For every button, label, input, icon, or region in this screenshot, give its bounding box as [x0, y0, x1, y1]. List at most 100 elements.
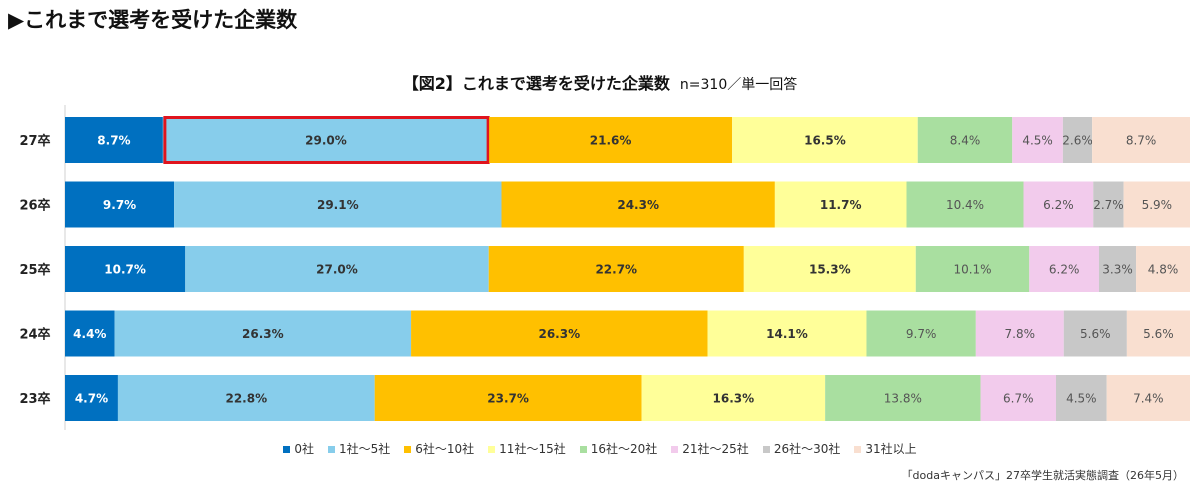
data-label: 29.1%	[317, 198, 359, 212]
bar-segment	[489, 117, 733, 163]
bar-segment	[1055, 375, 1107, 421]
bar-segment	[1029, 246, 1099, 292]
bar-segment	[1063, 310, 1127, 357]
bar-segment	[185, 246, 489, 292]
data-label: 4.5%	[1022, 134, 1053, 148]
bar-segment	[743, 246, 916, 292]
category-label: 23卒	[19, 391, 50, 407]
legend-item: 0社	[283, 440, 314, 457]
data-label: 6.2%	[1049, 263, 1080, 277]
bar-segment	[501, 181, 775, 228]
bar-segment	[65, 117, 163, 163]
page-heading: ▶これまで選考を受けた企業数	[8, 8, 298, 32]
data-label: 7.4%	[1133, 392, 1164, 406]
data-label: 4.5%	[1066, 392, 1097, 406]
data-label: 4.7%	[75, 392, 108, 406]
highlight-box	[163, 116, 490, 164]
legend-label: 31社以上	[865, 442, 917, 456]
bar-segment	[1136, 246, 1190, 292]
source-note: 「dodaキャンパス」27卒学生就活実態調査（26年5月）	[901, 469, 1184, 482]
bar-segment	[707, 310, 867, 357]
bar-segment	[641, 375, 826, 421]
bar-segment	[825, 375, 981, 421]
legend-label: 16社～20社	[590, 442, 658, 456]
bar-segment	[1012, 117, 1063, 163]
bar-segment	[65, 375, 118, 421]
legend-swatch	[283, 446, 291, 453]
bar-segment	[162, 117, 490, 163]
data-label: 2.6%	[1062, 134, 1093, 148]
bar-segment	[65, 181, 175, 228]
data-label: 8.4%	[950, 134, 981, 148]
data-label: 24.3%	[617, 198, 659, 212]
data-label: 10.7%	[104, 263, 146, 277]
bar-segment	[114, 310, 412, 357]
bar-segment	[1123, 181, 1190, 228]
data-label: 22.8%	[225, 392, 267, 406]
legend-item: 16社～20社	[579, 440, 658, 457]
legend-item: 31社以上	[854, 440, 917, 457]
data-label: 15.3%	[809, 263, 851, 277]
data-label: 8.7%	[97, 134, 130, 148]
data-label: 13.8%	[884, 392, 922, 406]
data-label: 8.7%	[1126, 134, 1157, 148]
chart-title: 【図2】これまで選考を受けた企業数 n=310／単一回答	[0, 70, 1200, 94]
data-label: 5.6%	[1080, 327, 1111, 341]
data-label: 9.7%	[906, 327, 937, 341]
chart-title-text: 【図2】これまで選考を受けた企業数	[402, 74, 670, 93]
bar-segment	[411, 310, 708, 357]
bar-segment	[1093, 181, 1124, 228]
data-label: 23.7%	[487, 392, 529, 406]
legend-item: 21社～25社	[671, 440, 749, 457]
data-label: 5.9%	[1142, 198, 1173, 212]
data-label: 6.7%	[1003, 392, 1034, 406]
data-label: 3.3%	[1102, 263, 1133, 277]
legend-swatch	[671, 446, 679, 453]
category-label: 25卒	[19, 262, 50, 278]
data-label: 11.7%	[820, 198, 862, 212]
legend-item: 6社～10社	[404, 440, 474, 457]
bar-segment	[1062, 117, 1093, 163]
bar-segment	[915, 246, 1030, 292]
legend-swatch	[579, 446, 587, 453]
legend-item: 26社～30社	[762, 440, 841, 457]
data-label: 27.0%	[316, 263, 358, 277]
legend-label: 6社～10社	[415, 442, 475, 456]
data-label: 5.6%	[1143, 327, 1174, 341]
legend-item: 11社～15社	[488, 440, 566, 457]
legend-label: 21社～25社	[682, 442, 749, 456]
data-label: 10.4%	[946, 198, 984, 212]
chart-legend: 0社 1社～5社 6社～10社 11社～15社 16社～20社 21社～25社 26社～30…	[0, 440, 1200, 457]
legend-label: 11社～15社	[499, 442, 566, 456]
data-label: 4.8%	[1148, 263, 1179, 277]
data-label: 10.1%	[953, 263, 991, 277]
bar-segment	[1023, 181, 1094, 228]
legend-label: 26社～30社	[773, 442, 841, 456]
bar-segment	[65, 310, 115, 357]
bar-segment	[374, 375, 642, 421]
bar-segment	[174, 181, 502, 228]
data-label: 21.6%	[590, 134, 632, 148]
bar-segment	[117, 375, 375, 421]
data-label: 4.4%	[73, 327, 106, 341]
data-label: 16.5%	[804, 134, 846, 148]
bar-segment	[1092, 117, 1190, 163]
data-label: 26.3%	[242, 327, 284, 341]
bar-segment	[732, 117, 918, 163]
category-label: 24卒	[19, 327, 50, 343]
legend-swatch	[327, 446, 335, 453]
category-label: 27卒	[19, 133, 50, 149]
data-label: 9.7%	[103, 198, 136, 212]
data-label: 7.8%	[1005, 327, 1036, 341]
bar-segment	[1106, 375, 1190, 421]
legend-label: 0社	[294, 442, 314, 456]
legend-item: 1社～5社	[327, 440, 390, 457]
data-label: 29.0%	[305, 134, 347, 148]
bar-segment	[980, 375, 1056, 421]
chart-sample-size: n=310／単一回答	[679, 77, 798, 93]
data-label: 22.7%	[595, 263, 637, 277]
data-label: 6.2%	[1043, 198, 1074, 212]
data-label: 2.7%	[1093, 198, 1124, 212]
data-label: 14.1%	[766, 327, 808, 341]
